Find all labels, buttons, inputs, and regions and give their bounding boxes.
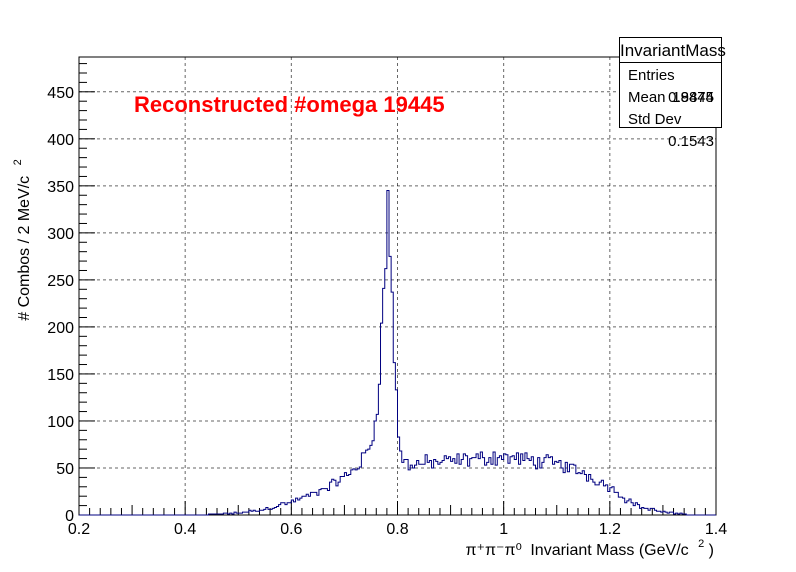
x-axis-label-power: 2 — [698, 538, 704, 550]
x-axis-label-main: Invariant Mass (GeV/c — [530, 542, 688, 559]
x-tick-labels: 0.2 0.4 0.6 0.8 1 1.2 1.4 — [68, 521, 727, 538]
y-tick-label: 150 — [47, 367, 74, 384]
stats-mean-value: 0.8874 — [668, 89, 714, 106]
y-tick-label: 0 — [65, 508, 74, 525]
x-tick-label: 1.2 — [599, 521, 621, 538]
x-axis-label-suffix: ) — [709, 542, 714, 559]
y-tick-label: 300 — [47, 226, 74, 243]
stats-entries-value: 19445 — [672, 89, 714, 106]
grid-lines — [79, 57, 716, 515]
x-tick-label: 1 — [499, 521, 508, 538]
y-tick-label: 50 — [56, 461, 74, 478]
y-axis-label: # Combos / 2 MeV/c 2 — [12, 159, 33, 321]
y-tick-label: 250 — [47, 273, 74, 290]
histogram-line — [79, 190, 716, 516]
stats-box: InvariantMass Entries 19445 Mean 0.8874 … — [619, 37, 726, 150]
y-tick-label: 400 — [47, 132, 74, 149]
stats-mean-row: Mean 0.8874 — [628, 87, 714, 109]
stats-std-value: 0.1543 — [668, 133, 714, 150]
x-axis-label: π⁺π⁻π⁰ Invariant Mass (GeV/c 2 ) — [465, 534, 714, 559]
y-axis-label-main: # Combos / 2 MeV/c — [16, 176, 33, 321]
y-axis-label-power: 2 — [12, 159, 24, 165]
x-tick-label: 1.4 — [705, 521, 727, 538]
x-tick-label: 0.4 — [174, 521, 196, 538]
x-tick-label: 0.6 — [280, 521, 302, 538]
x-axis-label-prefix: π⁺π⁻π⁰ — [465, 542, 521, 559]
x-tick-label: 0.2 — [68, 521, 90, 538]
y-tick-labels: 0 50 100 150 200 250 300 350 400 450 — [47, 85, 74, 525]
y-tick-label: 350 — [47, 179, 74, 196]
y-tick-label: 200 — [47, 320, 74, 337]
stats-mean-label: Mean — [628, 89, 666, 106]
stats-std-row: Std Dev 0.1543 — [628, 109, 714, 150]
y-tick-label: 450 — [47, 85, 74, 102]
stats-entries-row: Entries 19445 — [628, 65, 714, 106]
axis-ticks — [78, 63, 717, 516]
chart-title: Reconstructed #omega 19445 — [134, 92, 445, 117]
x-tick-label: 0.8 — [386, 521, 408, 538]
stats-name: InvariantMass — [620, 38, 726, 63]
stats-entries-label: Entries — [628, 67, 675, 84]
stats-std-label: Std Dev — [628, 111, 682, 128]
y-tick-label: 100 — [47, 414, 74, 431]
